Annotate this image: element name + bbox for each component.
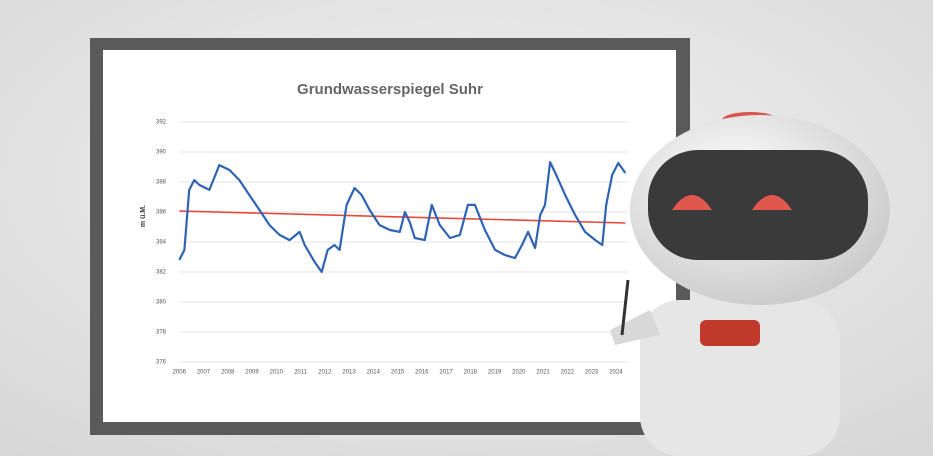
x-tick-label: 2007	[197, 370, 211, 376]
x-tick-label: 2019	[488, 370, 502, 376]
robot-logo	[700, 320, 760, 346]
x-tick-label: 2017	[439, 370, 453, 376]
y-tick-label: 384	[156, 240, 167, 246]
x-tick-label: 2015	[391, 370, 405, 376]
x-tick-label: 2009	[245, 370, 259, 376]
x-tick-label: 2018	[464, 370, 478, 376]
x-tick-label: 2006	[173, 370, 187, 376]
y-axis-label: m ü.M.	[140, 205, 147, 227]
y-tick-label: 388	[156, 180, 167, 186]
x-tick-label: 2024	[609, 370, 623, 376]
x-tick-label: 2014	[367, 370, 381, 376]
x-tick-label: 2022	[561, 370, 575, 376]
x-tick-label: 2011	[294, 370, 308, 376]
x-tick-label: 2010	[270, 370, 284, 376]
x-tick-label: 2020	[512, 370, 526, 376]
y-tick-label: 376	[156, 360, 167, 366]
x-tick-label: 2012	[318, 370, 332, 376]
chart-title: Grundwasserspiegel Suhr	[297, 81, 483, 98]
x-tick-label: 2023	[585, 370, 599, 376]
x-tick-label: 2016	[415, 370, 429, 376]
x-tick-label: 2008	[221, 370, 235, 376]
scene: Grundwasserspiegel Suhr m ü.M. 376 378 380…	[0, 0, 933, 456]
y-tick-label: 382	[156, 270, 167, 276]
x-tick-label: 2021	[536, 370, 550, 376]
y-tick-label: 380	[156, 300, 167, 306]
x-tick-label: 2013	[342, 370, 356, 376]
y-tick-label: 378	[156, 330, 167, 336]
y-tick-label: 390	[156, 150, 167, 156]
y-tick-label: 386	[156, 210, 167, 216]
y-tick-label: 392	[156, 120, 167, 126]
